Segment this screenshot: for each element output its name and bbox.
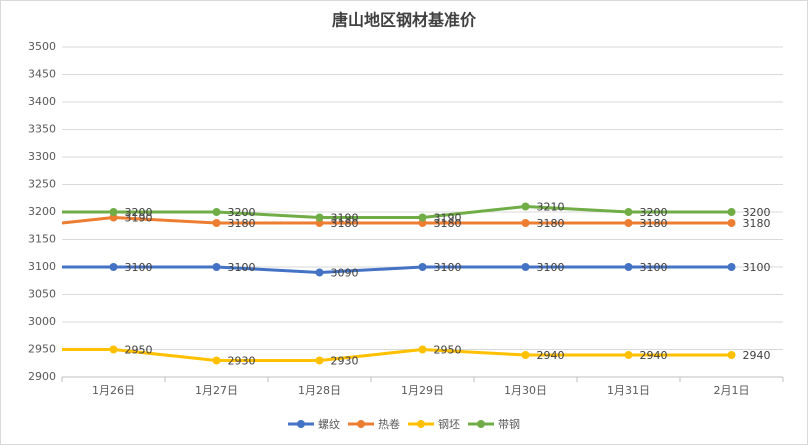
data-label: 3100: [125, 261, 153, 274]
data-label: 3100: [743, 261, 771, 274]
x-tick-label: 1月26日: [92, 384, 135, 397]
y-tick-label: 3200: [28, 205, 56, 218]
data-label: 3210: [537, 201, 565, 214]
data-label: 2940: [640, 349, 668, 362]
data-label: 3100: [640, 261, 668, 274]
legend-marker: [417, 420, 425, 428]
data-label: 3180: [743, 217, 771, 230]
y-tick-label: 3000: [28, 315, 56, 328]
data-label: 3200: [743, 206, 771, 219]
data-label: 2930: [228, 355, 256, 368]
x-tick-label: 2月1日: [714, 384, 750, 397]
point: [315, 219, 324, 227]
y-tick-label: 3350: [28, 123, 56, 136]
point: [521, 202, 530, 211]
legend-marker: [357, 420, 365, 428]
x-tick-label: 1月30日: [504, 384, 547, 397]
data-label: 3190: [125, 212, 153, 225]
chart-title: 唐山地区钢材基准价: [332, 11, 477, 30]
point: [418, 219, 427, 227]
data-label: 3200: [125, 206, 153, 219]
data-label: 3180: [434, 217, 462, 230]
point: [212, 356, 221, 365]
y-tick-label: 3100: [28, 260, 56, 273]
data-label: 3100: [228, 261, 256, 274]
x-tick-label: 1月29日: [401, 384, 444, 397]
point: [521, 219, 530, 227]
point: [521, 351, 530, 359]
y-tick-label: 3500: [28, 40, 56, 53]
point: [727, 219, 736, 227]
y-tick-label: 3150: [28, 233, 56, 246]
x-tick-label: 1月27日: [195, 384, 238, 397]
point: [212, 219, 221, 227]
legend-marker: [297, 420, 305, 428]
data-label: 3200: [228, 206, 256, 219]
data-label: 3190: [331, 212, 359, 225]
legend-label: 热卷: [378, 417, 400, 431]
point: [315, 213, 324, 222]
data-label: 2950: [125, 344, 153, 357]
data-label: 2940: [537, 349, 565, 362]
series-line: [62, 265, 732, 274]
series-line: [62, 205, 732, 219]
point: [109, 208, 118, 216]
point: [727, 208, 736, 216]
point: [315, 268, 324, 277]
data-label: 2940: [743, 349, 771, 362]
y-tick-label: 2950: [28, 343, 56, 356]
legend-marker: [477, 420, 485, 428]
point: [521, 263, 530, 271]
point: [109, 213, 118, 222]
point: [727, 263, 736, 271]
legend-label: 螺纹: [318, 417, 340, 431]
point: [624, 351, 633, 359]
legend-label: 带钢: [498, 418, 520, 431]
x-tick-label: 1月31日: [607, 384, 650, 397]
point: [624, 263, 633, 271]
y-tick-label: 3250: [28, 178, 56, 191]
legend-label: 钢坯: [438, 418, 460, 431]
data-label: 3100: [434, 261, 462, 274]
data-label: 3180: [537, 217, 565, 230]
point: [212, 263, 221, 271]
y-tick-label: 3450: [28, 68, 56, 81]
point: [624, 219, 633, 227]
data-label: 2930: [331, 355, 359, 368]
series-line: [61, 216, 732, 225]
point: [418, 213, 427, 222]
point: [109, 345, 118, 354]
data-label: 3200: [640, 206, 668, 219]
data-label: 3090: [331, 267, 359, 280]
point: [109, 263, 118, 271]
series-line: [62, 348, 732, 362]
y-tick-label: 2900: [28, 370, 56, 383]
point: [624, 208, 633, 216]
y-tick-label: 3050: [28, 288, 56, 301]
point: [727, 351, 736, 359]
y-tick-label: 3400: [28, 95, 56, 108]
point: [418, 263, 427, 271]
data-label: 3100: [537, 261, 565, 274]
point: [315, 356, 324, 365]
x-tick-label: 1月28日: [298, 384, 341, 397]
data-label: 3180: [228, 217, 256, 230]
data-label: 3190: [434, 212, 462, 225]
y-tick-label: 3300: [28, 150, 56, 163]
data-label: 3180: [331, 217, 359, 230]
point: [418, 345, 427, 354]
point: [212, 208, 221, 216]
data-label: 2950: [434, 344, 462, 357]
data-label: 3180: [640, 217, 668, 230]
